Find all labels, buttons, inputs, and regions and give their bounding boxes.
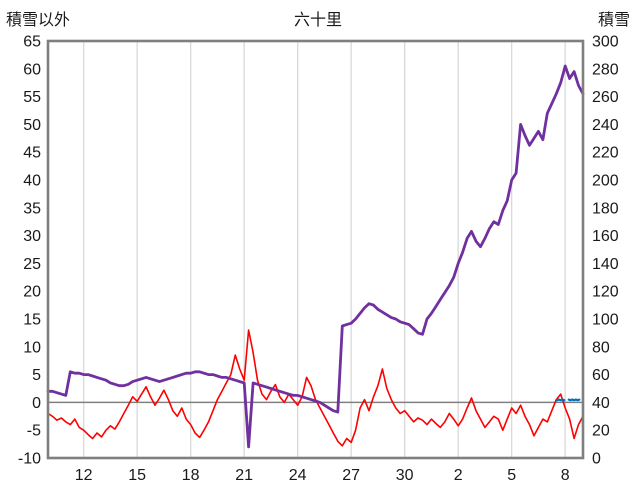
right-axis-tick-label: 80 (592, 339, 610, 356)
left-axis-tick-label: -10 (18, 451, 41, 468)
right-axis-tick-label: 60 (592, 367, 610, 384)
x-axis-tick-label: 27 (342, 467, 360, 484)
left-axis-tick-label: 60 (23, 61, 41, 78)
left-axis-tick-label: 50 (23, 117, 41, 134)
left-axis-tick-label: 25 (23, 256, 41, 273)
x-axis-tick-label: 12 (75, 467, 93, 484)
x-axis-tick-label: 2 (454, 467, 463, 484)
left-axis-tick-label: 30 (23, 228, 41, 245)
blue-series-line (567, 398, 581, 402)
left-axis-tick-label: 10 (23, 339, 41, 356)
right-axis-tick-label: 0 (592, 451, 601, 468)
right-axis-tick-label: 280 (592, 61, 619, 78)
x-axis-tick-label: 18 (182, 467, 200, 484)
right-axis-tick-label: 160 (592, 228, 619, 245)
left-axis-tick-label: 15 (23, 312, 41, 329)
x-axis-tick-label: 24 (289, 467, 307, 484)
left-axis-tick-label: 45 (23, 145, 41, 162)
chart-title: 六十里 (293, 12, 342, 29)
right-axis-tick-label: 300 (592, 34, 619, 51)
blue-series-line (555, 398, 566, 402)
left-axis-tick-label: 20 (23, 284, 41, 301)
x-axis-tick-label: 8 (561, 467, 570, 484)
x-axis-tick-label: 30 (396, 467, 414, 484)
x-axis-tick-label: 5 (507, 467, 516, 484)
left-axis-tick-label: -5 (27, 423, 41, 440)
left-axis-tick-label: 5 (32, 367, 41, 384)
right-axis-tick-label: 200 (592, 173, 619, 190)
purple-series-line (46, 64, 585, 449)
x-axis-tick-label: 21 (235, 467, 253, 484)
left-axis-tick-label: 65 (23, 34, 41, 51)
right-axis-tick-label: 180 (592, 200, 619, 217)
left-axis-tick-label: 40 (23, 173, 41, 190)
plot-border (46, 39, 585, 460)
left-axis-title: 積雪以外 (6, 12, 71, 29)
right-axis-tick-label: 100 (592, 312, 619, 329)
right-axis-tick-label: 240 (592, 117, 619, 134)
right-axis-tick-label: 140 (592, 256, 619, 273)
plot-background (48, 41, 583, 458)
right-axis-tick-label: 220 (592, 145, 619, 162)
left-axis-tick-label: 0 (32, 395, 41, 412)
right-axis-title: 積雪 (597, 12, 630, 29)
x-axis-tick-label: 15 (128, 467, 146, 484)
left-axis-tick-label: 35 (23, 200, 41, 217)
right-axis-tick-label: 260 (592, 89, 619, 106)
right-axis-tick-label: 40 (592, 395, 610, 412)
left-axis-tick-label: 55 (23, 89, 41, 106)
right-axis-tick-label: 120 (592, 284, 619, 301)
right-axis-tick-label: 20 (592, 423, 610, 440)
